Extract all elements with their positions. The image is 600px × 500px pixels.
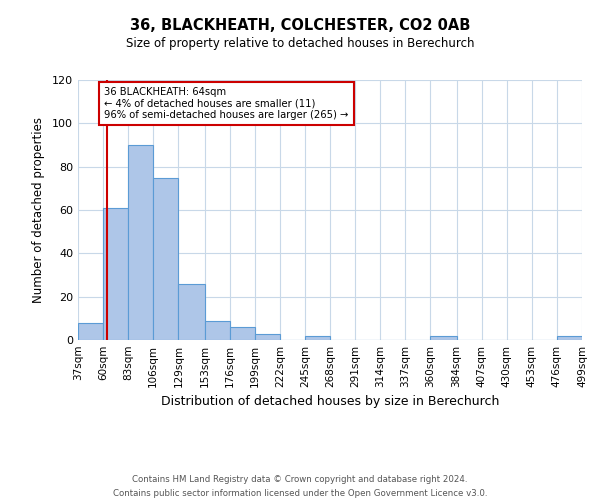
Y-axis label: Number of detached properties: Number of detached properties xyxy=(32,117,45,303)
Bar xyxy=(205,320,230,340)
Bar xyxy=(430,336,457,340)
Bar xyxy=(230,327,255,340)
Bar xyxy=(178,284,205,340)
Bar xyxy=(128,145,153,340)
Text: 36, BLACKHEATH, COLCHESTER, CO2 0AB: 36, BLACKHEATH, COLCHESTER, CO2 0AB xyxy=(130,18,470,32)
X-axis label: Distribution of detached houses by size in Berechurch: Distribution of detached houses by size … xyxy=(161,396,499,408)
Bar xyxy=(153,178,178,340)
Bar xyxy=(103,208,128,340)
Bar xyxy=(255,334,280,340)
Bar xyxy=(305,336,330,340)
Text: Size of property relative to detached houses in Berechurch: Size of property relative to detached ho… xyxy=(126,38,474,51)
Bar xyxy=(557,336,582,340)
Text: Contains HM Land Registry data © Crown copyright and database right 2024.
Contai: Contains HM Land Registry data © Crown c… xyxy=(113,476,487,498)
Text: 36 BLACKHEATH: 64sqm
← 4% of detached houses are smaller (11)
96% of semi-detach: 36 BLACKHEATH: 64sqm ← 4% of detached ho… xyxy=(104,86,349,120)
Bar xyxy=(78,322,103,340)
